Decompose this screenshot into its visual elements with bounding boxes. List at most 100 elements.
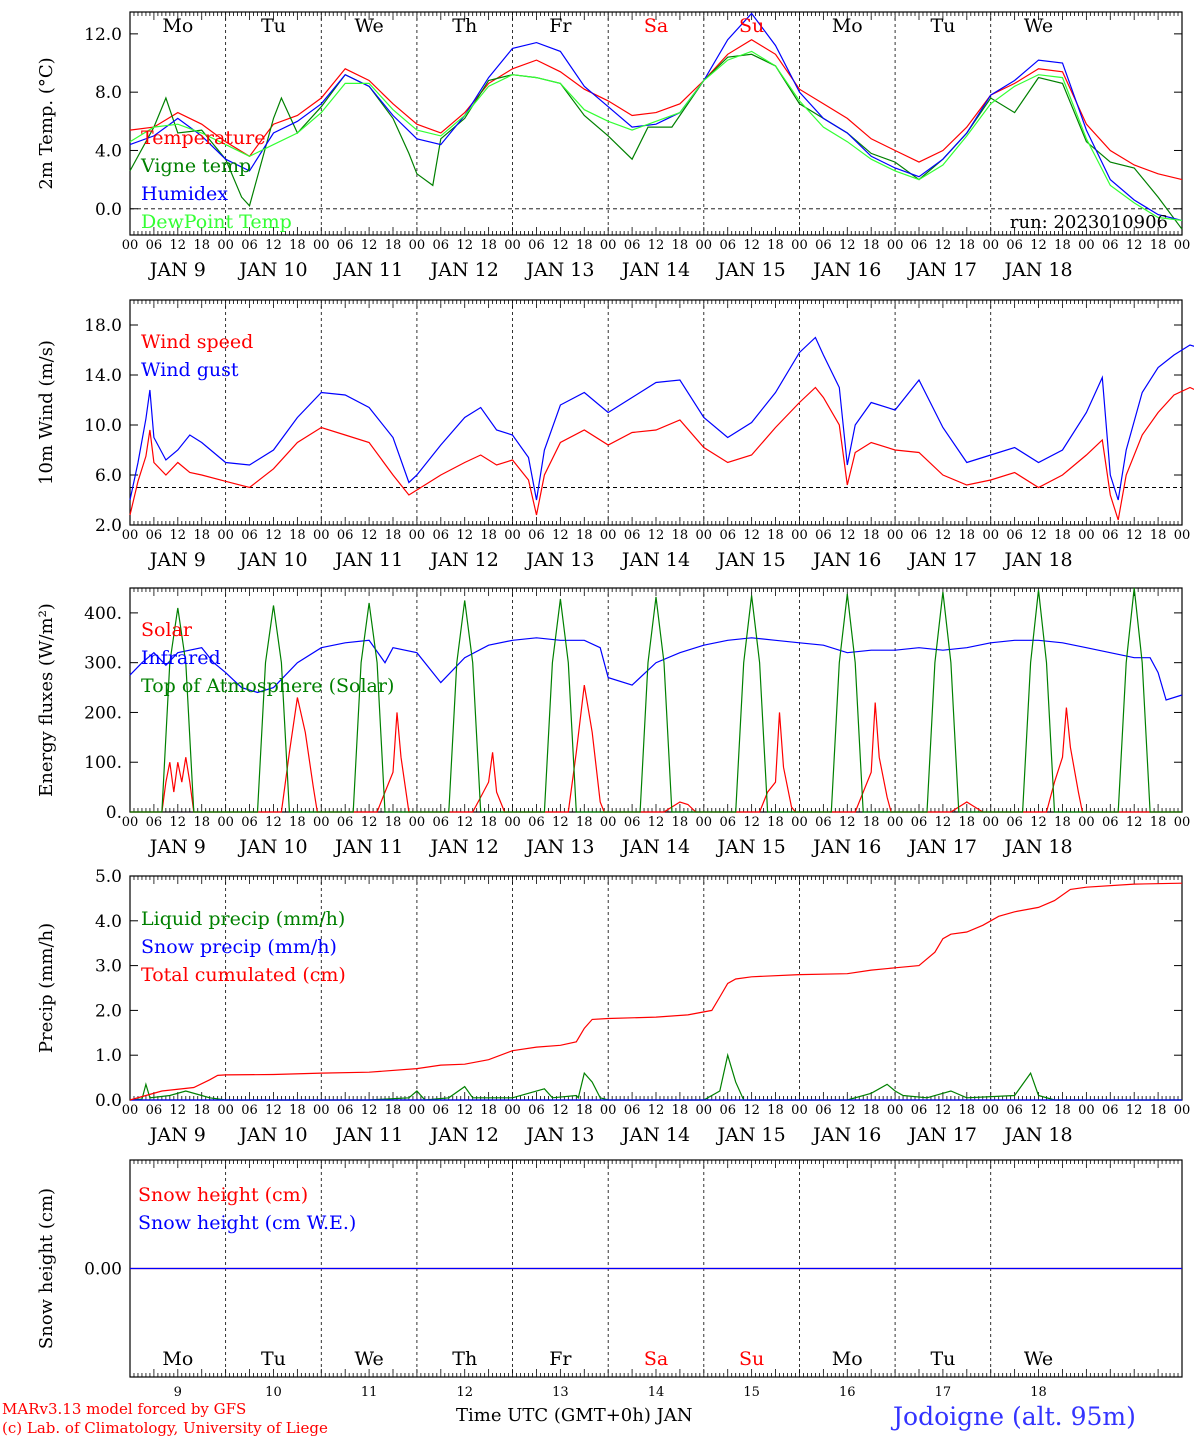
- hour-tick-label: 06: [337, 238, 354, 253]
- y-tick-label: 4.0: [95, 912, 122, 932]
- hour-tick-label: 12: [1126, 1103, 1143, 1118]
- date-label: JAN 18: [1002, 1124, 1072, 1146]
- hour-tick-label: 18: [289, 1103, 306, 1118]
- hour-tick-label: 18: [193, 528, 210, 543]
- date-label: JAN 15: [716, 259, 786, 281]
- hour-tick-label: 06: [624, 238, 641, 253]
- hour-tick-label: 00: [1078, 238, 1095, 253]
- hour-tick-label: 18: [480, 528, 497, 543]
- y-tick-label: 10.0: [84, 416, 122, 436]
- hour-tick-label: 00: [887, 528, 904, 543]
- y-tick-label: 6.0: [95, 466, 122, 486]
- hour-tick-label: 18: [289, 528, 306, 543]
- hour-tick-label: 12: [1030, 1103, 1047, 1118]
- series-line: [129, 637, 1183, 701]
- hour-tick-label: 06: [337, 815, 354, 830]
- hour-tick-label: 06: [624, 528, 641, 543]
- date-label: JAN 10: [237, 549, 307, 571]
- hour-tick-label: 12: [361, 815, 378, 830]
- hour-tick-label: 12: [648, 528, 665, 543]
- hour-tick-label: 06: [433, 528, 450, 543]
- y-tick-label: 5.0: [95, 867, 122, 887]
- hour-tick-label: 06: [1102, 815, 1119, 830]
- hour-tick-label: 18: [576, 528, 593, 543]
- hour-tick-label: 18: [959, 528, 976, 543]
- hour-tick-label: 06: [241, 238, 258, 253]
- y-tick-label: 12.0: [84, 25, 122, 45]
- hour-tick-label: 18: [672, 1103, 689, 1118]
- hour-tick-label: 12: [1126, 238, 1143, 253]
- hour-tick-label: 12: [935, 528, 952, 543]
- hour-tick-label: 00: [791, 1103, 808, 1118]
- date-label: JAN 16: [811, 259, 881, 281]
- hour-tick-label: 00: [217, 238, 234, 253]
- weekday-label: Sa: [644, 15, 668, 37]
- day-number: 12: [456, 1385, 473, 1400]
- hour-tick-label: 12: [456, 528, 473, 543]
- hour-tick-label: 18: [480, 238, 497, 253]
- hour-tick-label: 18: [576, 1103, 593, 1118]
- hour-tick-label: 12: [265, 238, 282, 253]
- hour-tick-label: 12: [361, 1103, 378, 1118]
- hour-tick-label: 06: [337, 1103, 354, 1118]
- weekday-label: Fr: [549, 15, 572, 37]
- hour-tick-label: 12: [743, 1103, 760, 1118]
- hour-tick-label: 00: [217, 528, 234, 543]
- y-axis-label: 10m Wind (m/s): [36, 340, 57, 485]
- hour-tick-label: 18: [385, 528, 402, 543]
- hour-tick-label: 12: [361, 238, 378, 253]
- hour-tick-label: 18: [767, 815, 784, 830]
- hour-tick-label: 18: [385, 815, 402, 830]
- y-tick-label: 1.0: [95, 1046, 122, 1066]
- hour-tick-label: 06: [1006, 528, 1023, 543]
- hour-tick-label: 06: [146, 238, 163, 253]
- weekday-label: We: [1024, 15, 1053, 37]
- date-label: JAN 9: [148, 836, 206, 858]
- hour-tick-label: 00: [1078, 1103, 1095, 1118]
- hour-tick-label: 12: [648, 1103, 665, 1118]
- hour-tick-label: 00: [982, 528, 999, 543]
- hour-tick-label: 06: [146, 815, 163, 830]
- hour-tick-label: 18: [1150, 1103, 1167, 1118]
- hour-tick-label: 06: [911, 815, 928, 830]
- hour-tick-label: 06: [528, 528, 545, 543]
- panel-frame: [129, 299, 1183, 526]
- y-tick-label: 0.0: [95, 200, 122, 220]
- hour-tick-label: 00: [791, 528, 808, 543]
- y-tick-label: 0.: [106, 803, 122, 823]
- hour-tick-label: 00: [409, 815, 426, 830]
- hour-tick-label: 06: [1102, 238, 1119, 253]
- hour-tick-label: 12: [1030, 238, 1047, 253]
- hour-tick-label: 00: [122, 815, 139, 830]
- hour-tick-label: 06: [815, 238, 832, 253]
- hour-tick-label: 18: [672, 815, 689, 830]
- y-tick-label: 18.0: [84, 316, 122, 336]
- location-label: Jodoigne (alt. 95m): [893, 1402, 1136, 1431]
- hour-tick-label: 12: [170, 1103, 187, 1118]
- date-label: JAN 12: [429, 836, 499, 858]
- hour-tick-label: 00: [791, 238, 808, 253]
- date-label: JAN 13: [524, 1124, 594, 1146]
- date-label: JAN 13: [524, 259, 594, 281]
- hour-tick-label: 18: [767, 238, 784, 253]
- hour-tick-label: 06: [719, 238, 736, 253]
- hour-tick-label: 12: [839, 1103, 856, 1118]
- hour-tick-label: 06: [433, 815, 450, 830]
- hour-tick-label: 12: [839, 815, 856, 830]
- hour-tick-label: 00: [122, 1103, 139, 1118]
- legend-entry: Total cumulated (cm): [141, 964, 346, 986]
- hour-tick-label: 12: [456, 238, 473, 253]
- hour-tick-label: 12: [456, 1103, 473, 1118]
- date-label: JAN 18: [1002, 259, 1072, 281]
- time-axis-label: Time UTC (GMT+0h) JAN: [456, 1405, 693, 1426]
- date-label: JAN 12: [429, 259, 499, 281]
- series-line: [129, 336, 1194, 501]
- hour-tick-label: 12: [265, 528, 282, 543]
- hour-tick-label: 18: [863, 815, 880, 830]
- hour-tick-label: 18: [1054, 815, 1071, 830]
- hour-tick-label: 00: [982, 1103, 999, 1118]
- hour-tick-label: 00: [982, 815, 999, 830]
- hour-tick-label: 12: [170, 528, 187, 543]
- hour-tick-label: 12: [1126, 815, 1143, 830]
- hour-tick-label: 18: [672, 238, 689, 253]
